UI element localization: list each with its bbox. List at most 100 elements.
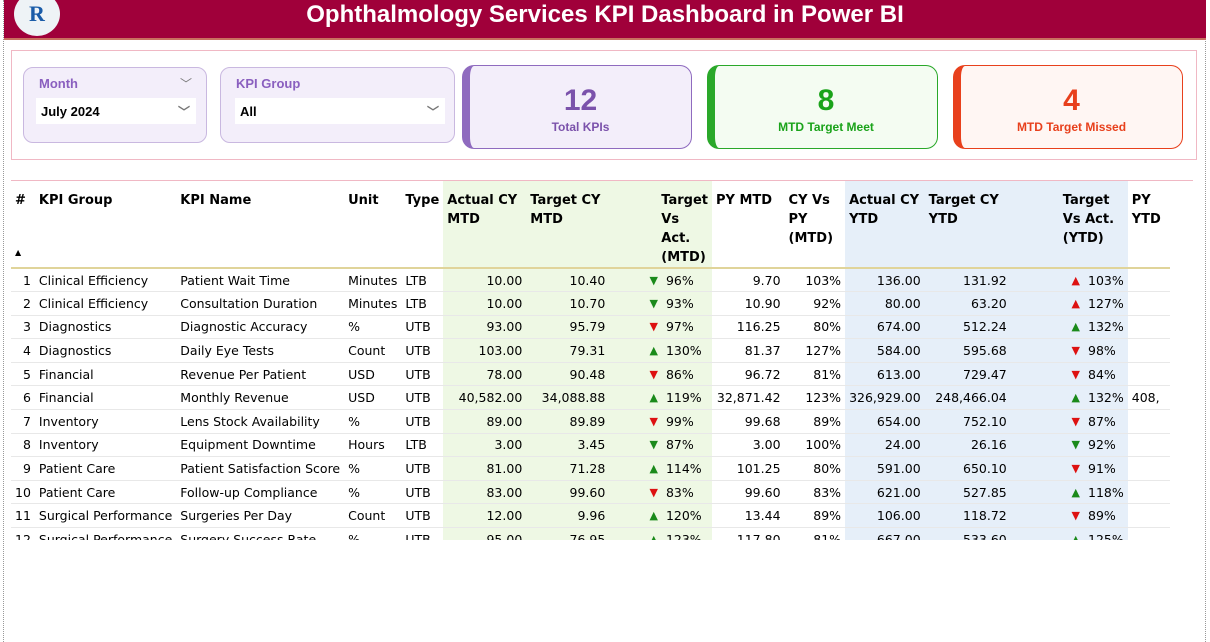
table-cell: Lens Stock Availability — [176, 409, 345, 434]
column-header[interactable]: Actual CY YTD — [845, 181, 925, 269]
sort-ascending-icon[interactable]: ▲ — [15, 248, 22, 257]
column-header[interactable]: Target Vs Act. (MTD) — [609, 181, 713, 269]
table-cell: 3.45 — [526, 433, 610, 458]
table-cell: Count — [344, 338, 402, 363]
column-header[interactable]: Target Vs Act. (YTD) — [1010, 181, 1128, 269]
table-cell — [1127, 433, 1171, 458]
month-value: July 2024 — [41, 104, 100, 119]
table-row[interactable]: 12 Surgical Performance Surgery Success Ra… — [11, 527, 1193, 540]
month-slicer[interactable]: Month ﹀ July 2024 ﹀ — [23, 67, 207, 143]
table-cell — [1127, 527, 1171, 540]
table-row[interactable]: 8 Inventory Equipment Downtime Hours LTB 3.00… — [11, 433, 1193, 458]
month-dropdown[interactable]: July 2024 ﹀ — [36, 98, 196, 124]
column-header[interactable]: Type — [401, 181, 444, 269]
arrow-down-icon: ▼ — [609, 480, 662, 505]
table-cell: 91% — [1084, 456, 1128, 481]
arrow-down-icon: ▼ — [609, 291, 662, 316]
table-row[interactable]: 11 Surgical Performance Surgeries Per Day C… — [11, 503, 1193, 529]
table-cell: 5 — [11, 362, 35, 387]
table-cell: Financial — [34, 385, 177, 411]
table-row[interactable]: 5 Financial Revenue Per Patient USD UTB 78.00… — [11, 362, 1193, 387]
arrow-up-icon: ▲ — [1010, 527, 1084, 540]
table-cell: 89% — [784, 503, 846, 529]
table-row[interactable]: 3 Diagnostics Diagnostic Accuracy% UTB 93.00… — [11, 315, 1193, 340]
table-cell: 84% — [1084, 362, 1128, 387]
arrow-up-icon: ▲ — [609, 527, 662, 540]
table-cell: 116.25 — [712, 315, 785, 340]
table-cell: 92% — [1084, 433, 1128, 458]
table-row[interactable]: 10 Patient Care Follow-up Compliance% UTB 83… — [11, 480, 1193, 505]
table-cell: Patient Care — [34, 480, 177, 505]
table-cell: 95.79 — [526, 315, 610, 340]
column-header[interactable]: Target CY YTD — [924, 181, 1011, 269]
table-cell: Inventory — [34, 409, 177, 434]
table-cell: 10.00 — [443, 291, 527, 316]
table-cell: Diagnostics — [34, 315, 177, 340]
table-cell: Financial — [34, 362, 177, 387]
table-cell: 10.00 — [443, 268, 527, 293]
column-header[interactable]: PY MTD — [712, 181, 785, 269]
table-cell: 674.00 — [845, 315, 925, 340]
table-cell: 99.60 — [526, 480, 610, 505]
table-cell: 80% — [784, 315, 846, 340]
table-cell: 103.00 — [443, 338, 527, 363]
arrow-up-icon: ▲ — [1010, 315, 1084, 340]
table-cell: % — [344, 409, 402, 434]
table-cell: 95.00 — [443, 527, 527, 540]
table-cell: 100% — [784, 433, 846, 458]
kpi-table: # ▲ KPI Group KPI Name Unit Type Actual CY MTD… — [11, 180, 1193, 540]
table-cell: 512.24 — [924, 315, 1011, 340]
table-cell: 99.68 — [712, 409, 785, 434]
table-cell: 26.16 — [924, 433, 1011, 458]
column-header[interactable]: KPI Group — [34, 181, 177, 269]
column-header[interactable]: Target CY MTD — [526, 181, 610, 269]
table-cell: 10.70 — [526, 291, 610, 316]
chevron-down-icon[interactable]: ﹀ — [180, 77, 193, 91]
table-cell: % — [344, 315, 402, 340]
table-cell: 81.37 — [712, 338, 785, 363]
table-cell: 87% — [661, 433, 713, 458]
table-row[interactable]: 2 Clinical Efficiency Consultation Duratio… — [11, 291, 1193, 316]
table-cell: LTB — [401, 433, 444, 458]
card-value: 8 — [817, 84, 835, 117]
kpi-group-dropdown[interactable]: All ﹀ — [235, 98, 445, 124]
card-label: MTD Target Missed — [1016, 120, 1127, 134]
table-row[interactable]: 7 Inventory Lens Stock Availability% UTB 89.… — [11, 409, 1193, 434]
table-row[interactable]: 6 Financial Monthly Revenue USD UTB 40,582.00… — [11, 385, 1193, 411]
table-cell: Surgeries Per Day — [176, 503, 345, 529]
table-cell: UTB — [401, 362, 444, 387]
arrow-down-icon: ▼ — [1010, 362, 1084, 387]
table-cell: 408, — [1127, 385, 1171, 411]
card-value: 4 — [1063, 84, 1080, 117]
table-cell: UTB — [401, 409, 444, 434]
arrow-down-icon: ▼ — [1010, 338, 1084, 363]
table-cell: 9 — [11, 456, 35, 481]
column-header[interactable]: PY YTD — [1127, 181, 1171, 269]
table-cell: 7 — [11, 409, 35, 434]
kpi-group-slicer[interactable]: KPI Group All ﹀ — [220, 67, 455, 143]
table-cell: 130% — [661, 338, 713, 363]
table-row[interactable]: 4 Diagnostics Daily Eye Tests Count UTB 103.0… — [11, 338, 1193, 363]
table-cell: 127% — [1084, 291, 1128, 316]
column-header[interactable]: KPI Name — [176, 181, 345, 269]
table-cell: 83.00 — [443, 480, 527, 505]
table-cell: 613.00 — [845, 362, 925, 387]
card-label: MTD Target Meet — [778, 120, 874, 134]
table-row[interactable]: 9 Patient Care Patient Satisfaction Score%… — [11, 456, 1193, 481]
table-cell: Equipment Downtime — [176, 433, 345, 458]
column-header[interactable]: Actual CY MTD — [443, 181, 527, 269]
table-cell: 12.00 — [443, 503, 527, 529]
arrow-up-icon: ▲ — [1010, 480, 1084, 505]
column-header[interactable]: Unit — [344, 181, 402, 269]
arrow-up-icon: ▲ — [1010, 291, 1084, 316]
table-cell: Follow-up Compliance — [176, 480, 345, 505]
table-cell: 3.00 — [712, 433, 785, 458]
table-row[interactable]: 1 Clinical Efficiency Patient Wait Time Min… — [11, 268, 1193, 293]
table-cell: 76.95 — [526, 527, 610, 540]
column-header[interactable]: # ▲ — [11, 181, 35, 269]
table-cell: UTB — [401, 456, 444, 481]
arrow-up-icon: ▲ — [609, 385, 662, 411]
chevron-down-icon: ﹀ — [426, 105, 439, 119]
table-cell: 86% — [661, 362, 713, 387]
column-header[interactable]: CY Vs PY (MTD) — [784, 181, 846, 269]
